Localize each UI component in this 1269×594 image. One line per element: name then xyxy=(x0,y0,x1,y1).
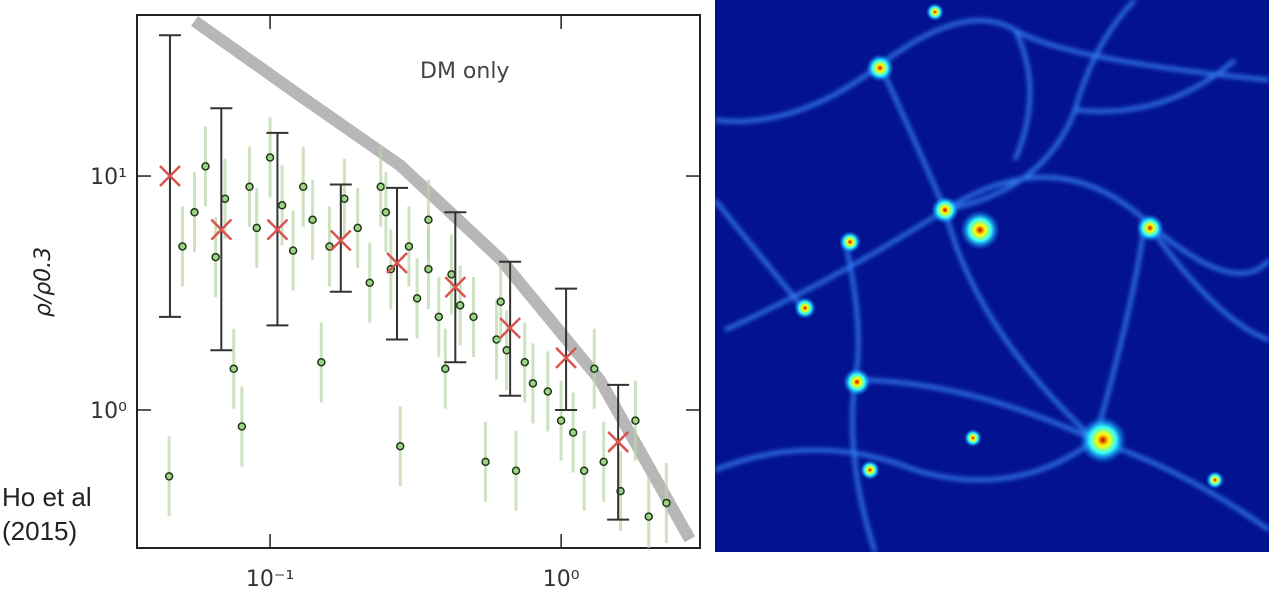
point xyxy=(277,201,287,210)
point xyxy=(492,335,501,344)
point xyxy=(353,223,362,233)
point xyxy=(455,301,465,310)
point xyxy=(252,223,261,233)
point xyxy=(424,264,433,274)
point xyxy=(502,346,511,355)
point xyxy=(376,182,385,191)
point xyxy=(245,182,254,191)
point xyxy=(178,242,187,251)
y-axis-label: ρ/ρ0.3 xyxy=(31,247,56,317)
point xyxy=(481,457,490,467)
point xyxy=(447,270,456,279)
chart: DM only ρ/ρ0.3 10⁰ 10¹ 10⁻¹ 10⁰ xyxy=(31,14,701,592)
point xyxy=(404,242,414,251)
y-tick-label: 10⁰ xyxy=(90,399,127,424)
annotation: DM only xyxy=(420,59,509,84)
point xyxy=(424,215,433,225)
plot-area xyxy=(158,16,696,548)
binned-point xyxy=(159,165,181,187)
point xyxy=(211,252,220,262)
point xyxy=(599,457,608,467)
binned-point xyxy=(329,229,352,252)
simulation-image xyxy=(715,0,1269,552)
point xyxy=(381,208,391,217)
point xyxy=(190,208,199,217)
point xyxy=(308,215,317,225)
point xyxy=(365,278,374,287)
point xyxy=(229,364,238,374)
point xyxy=(590,364,599,374)
point xyxy=(317,357,326,367)
point xyxy=(579,466,589,475)
point xyxy=(528,379,538,388)
x-tick-label: 10⁻¹ xyxy=(246,567,294,592)
point xyxy=(496,297,505,307)
point xyxy=(395,441,405,451)
point xyxy=(288,246,298,255)
point xyxy=(631,416,640,425)
point xyxy=(662,498,671,508)
point xyxy=(265,153,275,162)
binned-point xyxy=(266,218,289,241)
citation: Ho et al (2015) xyxy=(2,482,92,546)
binned-point xyxy=(555,346,577,369)
point xyxy=(644,512,653,521)
point xyxy=(434,312,444,322)
halos xyxy=(794,3,1224,489)
point xyxy=(201,162,210,171)
point xyxy=(164,472,174,481)
point xyxy=(568,428,578,437)
binned-point xyxy=(607,431,630,453)
point xyxy=(237,422,247,431)
binned-point xyxy=(386,252,408,274)
y-tick-label: 10¹ xyxy=(90,165,127,190)
point xyxy=(325,242,334,251)
point xyxy=(412,294,422,303)
point xyxy=(469,312,478,322)
binned-point xyxy=(210,218,233,241)
point xyxy=(556,416,566,425)
point xyxy=(220,194,230,203)
x-tick-label: 10⁰ xyxy=(543,567,580,592)
binned-point xyxy=(444,276,467,299)
point xyxy=(340,194,349,203)
point xyxy=(298,182,308,191)
point xyxy=(511,466,521,475)
point xyxy=(520,357,530,367)
binned-point xyxy=(499,317,522,339)
point xyxy=(543,387,553,396)
point xyxy=(441,364,450,374)
